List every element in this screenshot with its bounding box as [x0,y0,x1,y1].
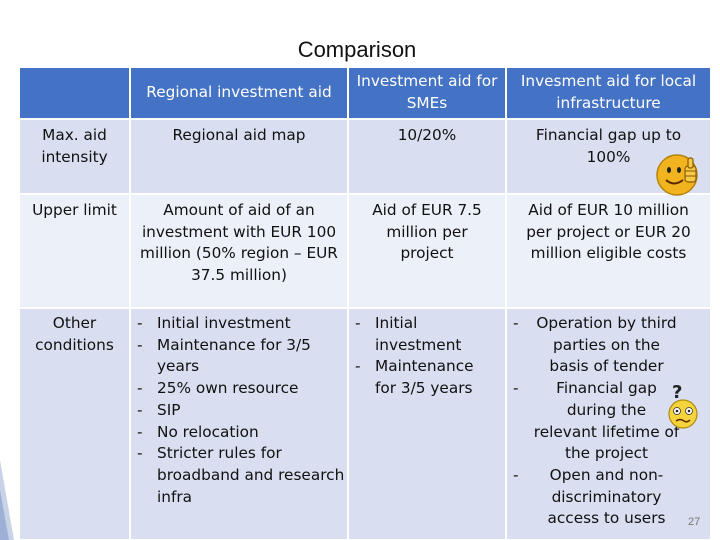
cell-other-infra: Operation by third parties on the basis … [505,307,710,539]
header-corner-cell [20,68,130,119]
list-item: Initial investment [349,313,505,356]
cell-other-smes: Initial investment Maintenance for 3/5 y… [347,307,506,539]
list-item: 25% own resource [131,378,347,400]
cell-upper-limit-smes: Aid of EUR 7.5 million per project [347,193,506,308]
regional-conditions-list: Initial investment Maintenance for 3/5 y… [131,313,347,508]
confused-smiley-icon: ? [668,382,698,429]
list-item: Operation by third parties on the basis … [507,313,680,378]
smes-conditions-list: Initial investment Maintenance for 3/5 y… [349,313,505,400]
header-smes: Investment aid for SMEs [347,68,506,119]
infra-conditions-list: Operation by third parties on the basis … [507,313,710,530]
slide-title: Comparison [297,37,417,62]
cell-upper-limit-infra: Aid of EUR 10 million per project or EUR… [505,193,710,308]
decorative-stripes [0,460,14,540]
list-item: Stricter rules for broadband and researc… [131,443,347,508]
comparison-table: Regional investment aid Investment aid f… [20,68,710,539]
list-item: No relocation [131,422,347,444]
cell-max-aid-regional: Regional aid map [129,118,348,194]
list-item: SIP [131,400,347,422]
header-row: Regional investment aid Investment aid f… [20,68,710,119]
table-row-max-aid: Max. aid intensity Regional aid map 10/2… [20,118,710,194]
row-label-upper-limit: Upper limit [20,193,130,308]
thumbs-up-smiley-icon [656,154,698,196]
table-row-upper-limit: Upper limit Amount of aid of an investme… [20,193,710,308]
list-item: Open and non-discriminatory access to us… [507,465,680,530]
row-label-other-conditions: Other conditions [20,307,130,539]
list-item: Initial investment [131,313,347,335]
header-regional: Regional investment aid [129,68,348,119]
cell-max-aid-smes: 10/20% [347,118,506,194]
list-item: Financial gap during the relevant lifeti… [507,378,680,465]
cell-other-regional: Initial investment Maintenance for 3/5 y… [129,307,348,539]
page-number: 27 [688,516,701,528]
list-item: Maintenance for 3/5 years [131,335,347,378]
cell-upper-limit-regional: Amount of aid of an investment with EUR … [129,193,348,308]
row-label-max-aid: Max. aid intensity [20,118,130,194]
svg-text:?: ? [672,382,682,403]
header-infra: Invesment aid for local infrastructure [505,68,710,119]
table-row-other-conditions: Other conditions Initial investment Main… [20,307,710,539]
list-item: Maintenance for 3/5 years [349,356,505,399]
